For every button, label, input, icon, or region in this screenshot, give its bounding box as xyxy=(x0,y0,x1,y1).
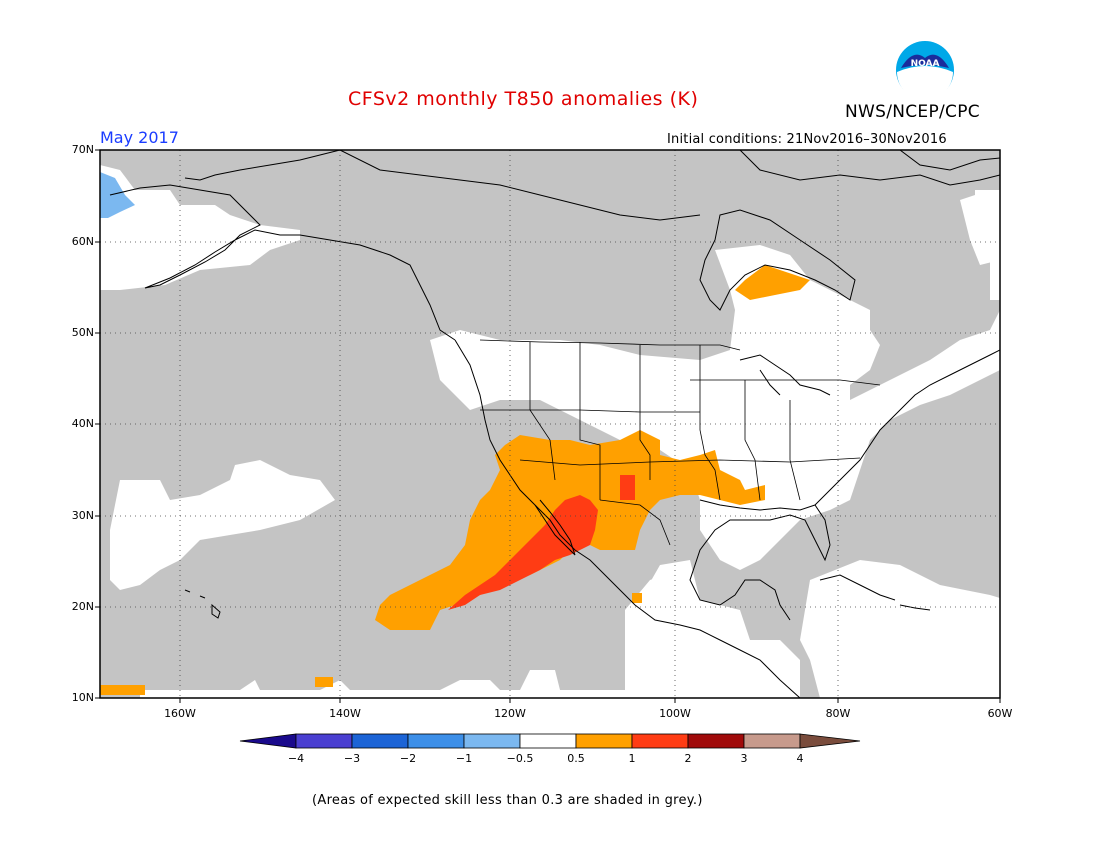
initial-conditions: Initial conditions: 21Nov2016–30Nov2016 xyxy=(667,132,947,147)
colorbar-swatch-9 xyxy=(687,733,745,749)
colorbar xyxy=(239,733,861,749)
colorbar-swatch-5 xyxy=(463,733,521,749)
skill-footnote: (Areas of expected skill less than 0.3 a… xyxy=(312,793,703,808)
svg-text:NOAA: NOAA xyxy=(911,59,940,69)
anomaly-neg05-neg1 xyxy=(100,172,135,218)
colorbar-swatch-10 xyxy=(743,733,801,749)
lat-label-10n: 10N xyxy=(71,691,94,704)
colorbar-swatch-3 xyxy=(351,733,409,749)
lat-label-20n: 20N xyxy=(71,600,94,613)
noaa-logo-icon: NOAA xyxy=(896,41,954,100)
organization-label: NWS/NCEP/CPC xyxy=(845,102,980,122)
graticule xyxy=(100,150,1000,698)
lat-label-60n: 60N xyxy=(71,235,94,248)
colorbar-swatch-4 xyxy=(407,733,465,749)
colorbar-tick: 2 xyxy=(684,752,692,765)
colorbar-tick: −2 xyxy=(399,752,417,765)
colorbar-swatch-11 xyxy=(799,733,861,749)
colorbar-tick: −4 xyxy=(287,752,305,765)
colorbar-tick: −1 xyxy=(455,752,473,765)
lat-label-50n: 50N xyxy=(71,326,94,339)
colorbar-swatch-8 xyxy=(631,733,689,749)
colorbar-tick: −3 xyxy=(343,752,361,765)
chart-title: CFSv2 monthly T850 anomalies (K) xyxy=(348,88,699,110)
lon-label-60w: 60W xyxy=(987,707,1013,720)
colorbar-tick: −0.5 xyxy=(506,752,534,765)
lat-label-40n: 40N xyxy=(71,417,94,430)
colorbar-swatch-7 xyxy=(575,733,633,749)
target-month: May 2017 xyxy=(100,128,179,147)
colorbar-swatch-1 xyxy=(239,733,297,749)
colorbar-tick: 3 xyxy=(740,752,748,765)
anomaly-1-2 xyxy=(448,475,635,610)
colorbar-tick: 0.5 xyxy=(567,752,585,765)
colorbar-tick: 1 xyxy=(628,752,636,765)
lon-label-160w: 160W xyxy=(164,707,196,720)
lon-label-140w: 140W xyxy=(329,707,361,720)
lon-label-80w: 80W xyxy=(825,707,851,720)
lon-label-120w: 120W xyxy=(494,707,526,720)
unmasked-regions xyxy=(100,165,1000,698)
axis-ticks xyxy=(95,149,1001,703)
colorbar-tick: 4 xyxy=(796,752,804,765)
colorbar-swatch-6 xyxy=(519,733,577,749)
lat-label-30n: 30N xyxy=(71,509,94,522)
lat-label-70n: 70N xyxy=(71,143,94,156)
lon-label-100w: 100W xyxy=(659,707,691,720)
political-borders xyxy=(479,339,881,546)
colorbar-swatch-2 xyxy=(295,733,353,749)
coastlines xyxy=(109,150,1000,698)
